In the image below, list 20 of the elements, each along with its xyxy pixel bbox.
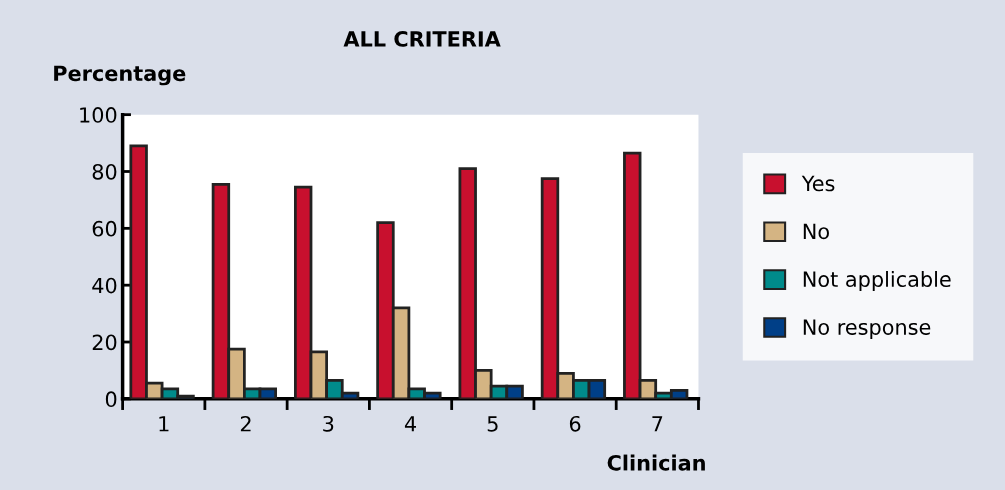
legend-label: No response <box>803 319 931 339</box>
y-axis-title: Percentage <box>54 65 186 86</box>
x-tick-label: 4 <box>404 416 416 432</box>
y-tick-label: 80 <box>92 163 117 180</box>
y-tick-label: 60 <box>92 220 117 237</box>
x-tick-label: 1 <box>159 416 169 432</box>
legend-label: Not applicable <box>803 270 951 292</box>
x-axis-title: Clinician <box>607 454 705 471</box>
legend-label: No <box>803 223 829 240</box>
legend-label: Yes <box>801 175 835 192</box>
y-tick-label: 0 <box>105 391 117 408</box>
y-tick-label: 40 <box>92 277 117 294</box>
x-tick-label: 2 <box>240 415 251 432</box>
x-tick-label: 5 <box>487 416 498 432</box>
y-tick-label: 100 <box>80 107 117 123</box>
x-tick-label: 7 <box>652 416 663 432</box>
chart-title: ALL CRITERIA <box>343 31 501 47</box>
y-tick-label: 20 <box>92 334 117 351</box>
x-tick-label: 6 <box>569 415 581 432</box>
x-tick-label: 3 <box>323 415 334 432</box>
